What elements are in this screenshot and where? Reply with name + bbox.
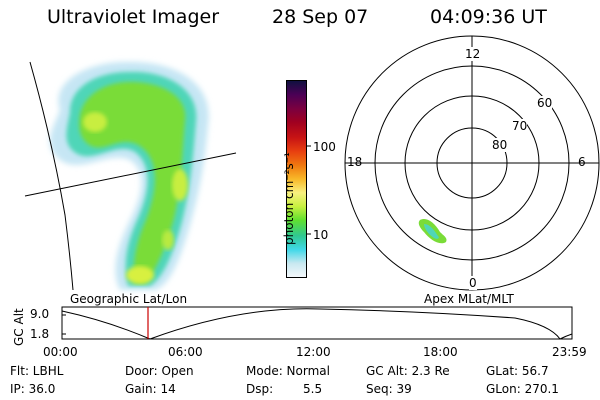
mlt-label-0: 0 (469, 276, 477, 290)
altitude-xtick-1200: 12:00 (296, 345, 331, 359)
altitude-ylabel-wrap: GC Alt (12, 270, 26, 346)
instrument-title: Ultraviolet Imager (47, 6, 220, 28)
altitude-ytick-9: 9.0 (30, 307, 50, 321)
altitude-xtick-0600: 06:00 (168, 345, 203, 359)
info-gcalt: GC Alt: 2.3 Re (366, 364, 450, 378)
altitude-xtick-0000: 00:00 (43, 345, 78, 359)
info-dsp-label: Dsp: (246, 382, 274, 396)
geo-grid-lines (24, 61, 237, 291)
colorbar-tick-10: 10 (313, 228, 329, 242)
altitude-xtick-1800: 18:00 (423, 345, 458, 359)
info-seq: Seq: 39 (366, 382, 412, 396)
lat-label-80: 80 (492, 138, 508, 152)
apex-caption: Apex MLat/MLT (424, 292, 514, 306)
altitude-xtick-2359: 23:59 (552, 345, 587, 359)
info-dsp-value: 5.5 (303, 382, 323, 396)
mlt-label-12: 12 (465, 47, 481, 61)
info-glat: GLat: 56.7 (486, 364, 549, 378)
mlt-label-6: 6 (578, 155, 586, 169)
date-label: 28 Sep 07 (272, 6, 369, 28)
altitude-ytick-1-8: 1.8 (30, 327, 50, 341)
info-mode: Mode: Normal (246, 364, 330, 378)
colorbar (286, 80, 307, 278)
info-gain: Gain: 14 (125, 382, 176, 396)
mlt-label-18: 18 (347, 155, 363, 169)
time-label: 04:09:36 UT (430, 6, 547, 28)
info-door: Door: Open (125, 364, 194, 378)
info-flt: Flt: LBHL (10, 364, 64, 378)
colorbar-tick-100: 100 (313, 140, 336, 154)
geographic-caption: Geographic Lat/Lon (70, 292, 188, 306)
lat-label-60: 60 (537, 96, 553, 110)
altitude-plot-frame (61, 306, 573, 340)
lat-label-70: 70 (512, 119, 528, 133)
altitude-yticks (62, 314, 66, 335)
info-glon: GLon: 270.1 (486, 382, 559, 396)
altitude-ylabel: GC Alt (12, 308, 26, 346)
aurora-image (49, 61, 209, 290)
info-ip: IP: 36.0 (10, 382, 56, 396)
polar-aurora (418, 219, 447, 244)
altitude-curve (61, 308, 573, 340)
